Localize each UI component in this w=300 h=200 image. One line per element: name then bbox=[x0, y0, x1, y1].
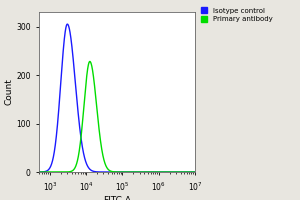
Y-axis label: Count: Count bbox=[4, 79, 13, 105]
X-axis label: FITC-A: FITC-A bbox=[103, 196, 131, 200]
Legend: Isotype control, Primary antibody: Isotype control, Primary antibody bbox=[202, 7, 272, 22]
